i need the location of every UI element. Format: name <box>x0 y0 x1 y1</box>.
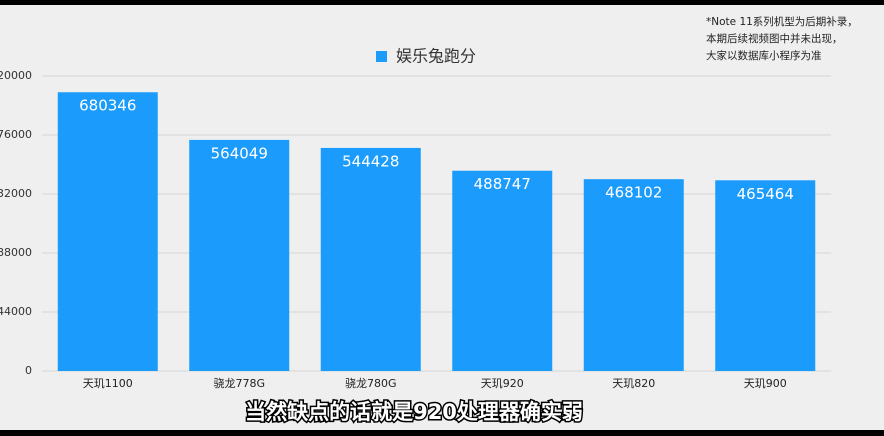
y-tick-label: 0 <box>25 364 32 377</box>
bar <box>583 179 684 371</box>
note: 本期后续视频图中并未出现， <box>706 32 843 45</box>
legend-label: 娱乐兔跑分 <box>396 47 476 66</box>
y-tick-label: 720000 <box>0 69 32 82</box>
top-strip <box>0 0 884 5</box>
value-label: 465464 <box>737 185 794 203</box>
legend-swatch <box>376 51 387 62</box>
bar <box>452 170 553 371</box>
y-tick-label: 432000 <box>0 187 32 200</box>
y-tick-label: 144000 <box>0 305 32 318</box>
bar <box>320 147 421 371</box>
bar <box>189 139 290 371</box>
y-tick-label: 288000 <box>0 246 32 259</box>
x-tick-label: 骁龙780G <box>345 376 397 390</box>
bottom-strip <box>0 430 884 436</box>
y-tick-label: 576000 <box>0 128 32 141</box>
x-tick-label: 骁龙778G <box>213 376 265 390</box>
x-tick-label: 天玑920 <box>481 377 524 390</box>
x-tick-label: 天玑900 <box>744 377 787 390</box>
x-tick-label: 天玑1100 <box>83 377 133 390</box>
bar <box>57 92 158 371</box>
value-label: 488747 <box>474 175 531 193</box>
value-label: 564049 <box>211 144 268 162</box>
note: 大家以数据库小程序为准 <box>706 49 822 62</box>
note: *Note 11系列机型为后期补录， <box>706 15 858 28</box>
value-label: 544428 <box>342 152 399 170</box>
bar <box>715 180 816 371</box>
caption: 当然缺点的话就是920处理器确实弱 <box>245 400 583 424</box>
value-label: 680346 <box>79 97 136 115</box>
x-tick-label: 天玑820 <box>612 377 655 390</box>
value-label: 468102 <box>605 184 662 202</box>
